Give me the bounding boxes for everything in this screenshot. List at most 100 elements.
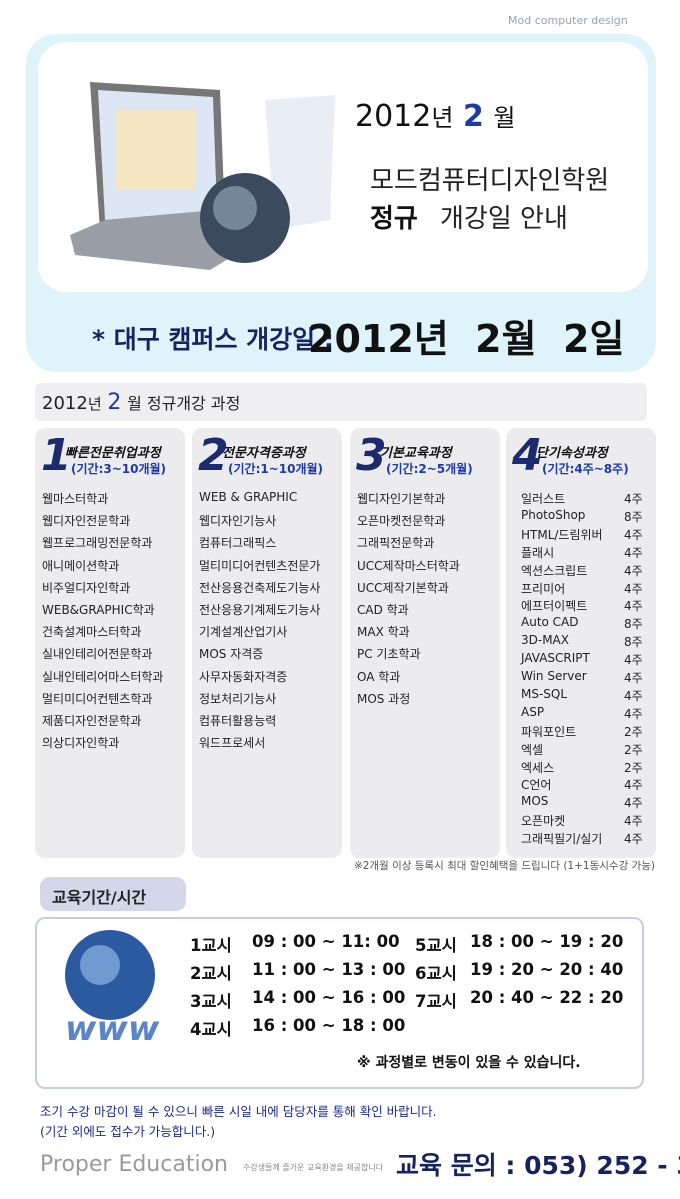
course-item: 엑셀 [521, 742, 544, 757]
class-time: 20 : 40 ~ 22 : 20 [470, 988, 624, 1007]
class-time: 16 : 00 ~ 18 : 00 [252, 1016, 406, 1035]
course-weeks: 4주 [624, 671, 643, 685]
course-column [350, 428, 500, 858]
course-item: MS-SQL [521, 686, 568, 701]
year: 2012 [355, 99, 432, 134]
course-weeks: 4주 [624, 832, 643, 847]
course-item: 그래픽전문학과 [357, 536, 435, 551]
course-item: 오픈마켓전문학과 [357, 514, 446, 529]
course-weeks: 4주 [624, 814, 643, 829]
course-period: (기간:3~10개월) [71, 462, 167, 476]
course-number: 3 [356, 430, 387, 481]
course-item: 엑션스크립트 [521, 563, 588, 578]
class-time: 14 : 00 ~ 16 : 00 [252, 988, 406, 1007]
course-weeks: 8주 [624, 635, 643, 650]
course-number: 1 [41, 430, 72, 481]
laptop-illustration [70, 82, 335, 270]
schedule-title-box [40, 877, 186, 911]
course-name: 기본교육과정 [380, 446, 452, 461]
course-item: 전산응용기계제도기능사 [199, 603, 321, 617]
course-period: (기간:4주~8주) [542, 462, 629, 476]
course-weeks: 4주 [624, 545, 643, 560]
course-period: (기간:1~10개월) [228, 462, 324, 476]
course-item: 웹마스터학과 [42, 492, 109, 506]
class-time: 19 : 20 ~ 20 : 40 [470, 960, 624, 979]
course-item: 멀티미디어컨텐츠학과 [42, 691, 153, 706]
school-name: 모드컴퓨터디자인학원 [370, 166, 610, 196]
course-weeks: 2주 [624, 742, 643, 757]
month: 2 [107, 390, 122, 415]
course-item: 사무자동화자격증 [199, 669, 288, 684]
class-period: 6교시 [415, 964, 457, 983]
campus-date: 2012년 2월 2일 [308, 317, 625, 361]
title-rest: 개강일 안내 [440, 204, 568, 234]
year-unit: 년 [431, 104, 454, 132]
month: 2 [463, 99, 484, 134]
notice-line: 조기 수강 마감이 될 수 있으니 빠른 시일 내에 담당자를 통해 확인 바랍… [40, 1104, 437, 1119]
course-item: MOS 과정 [357, 691, 411, 706]
course-item: Auto CAD [521, 615, 579, 630]
course-item: JAVASCRIPT [521, 651, 590, 666]
course-weeks: 4주 [624, 581, 643, 596]
schedule-box [35, 917, 644, 1089]
course-item: C언어 [521, 778, 552, 793]
course-item: 정보처리기능사 [199, 691, 277, 706]
course-weeks: 2주 [624, 760, 643, 775]
course-weeks: 8주 [624, 617, 643, 632]
course-item: 엑세스 [521, 760, 555, 775]
schedule-title: 교육기간/시간 [52, 888, 147, 907]
course-item: 애니메이션학과 [42, 558, 120, 573]
course-number: 2 [198, 430, 229, 481]
course-weeks: 4주 [624, 688, 643, 703]
globe-illustration: www [65, 930, 160, 1049]
course-weeks: 2주 [624, 724, 643, 739]
svg-text:www: www [65, 1009, 160, 1049]
course-weeks: 4주 [624, 563, 643, 578]
course-column [192, 428, 342, 858]
course-period: (기간:2~5개월) [386, 462, 473, 476]
course-item: 건축설계마스터학과 [42, 625, 142, 640]
course-item: 3D-MAX [521, 633, 569, 648]
course-item: 워드프로세서 [199, 736, 266, 751]
course-item: 비주얼디자인학과 [42, 580, 131, 595]
course-item: 제품디자인전문학과 [42, 714, 142, 728]
course-item: MOS [521, 794, 549, 809]
course-weeks: 4주 [624, 599, 643, 614]
course-item: 일러스트 [521, 492, 566, 506]
course-item: WEB & GRAPHIC [199, 490, 298, 504]
courses-title-bar [35, 383, 647, 421]
course-item: 웹프로그래밍전문학과 [42, 536, 153, 551]
year: 2012 [42, 393, 88, 414]
course-item: 멀티미디어컨텐츠전문가 [199, 558, 321, 573]
course-name: 빠른전문취업과정 [65, 446, 161, 461]
course-item: 그래픽필기/실기 [521, 832, 603, 847]
course-item: 웹디자인기능사 [199, 514, 277, 529]
course-item: MAX 학과 [357, 625, 410, 640]
course-name: 전문자격증과정 [222, 446, 306, 461]
course-weeks: 4주 [624, 706, 643, 721]
course-item: OA 학과 [357, 669, 401, 684]
course-weeks: 4주 [624, 492, 643, 506]
title-rest: 월 정규개강 과정 [127, 394, 241, 413]
course-item: 컴퓨터활용능력 [199, 714, 277, 728]
class-period: 3교시 [190, 992, 232, 1011]
courses-title: 2012년 2 월 정규개강 과정 [42, 390, 240, 415]
course-item: PC 기초학과 [357, 647, 421, 662]
course-item: 웹디자인기본학과 [357, 492, 446, 506]
title-bold: 정규 [370, 204, 418, 234]
course-item: 에프터이펙트 [521, 599, 588, 614]
course-item: UCC제작기본학과 [357, 580, 449, 595]
course-weeks: 4주 [624, 796, 643, 811]
course-item: 기계설계산업기사 [199, 625, 288, 640]
brand: Mod computer design [508, 14, 628, 27]
month-unit: 월 [493, 104, 516, 132]
class-period: 7교시 [415, 992, 457, 1011]
course-item: ASP [521, 704, 545, 719]
course-item: 실내인테리어전문학과 [42, 647, 153, 662]
course-number: 4 [512, 430, 543, 481]
course-item: 플래시 [521, 545, 555, 560]
logo: Proper Education [40, 1152, 228, 1177]
campus-label: * 대구 캠퍼스 개강일 : [92, 325, 334, 354]
course-item: WEB&GRAPHIC학과 [42, 603, 155, 617]
